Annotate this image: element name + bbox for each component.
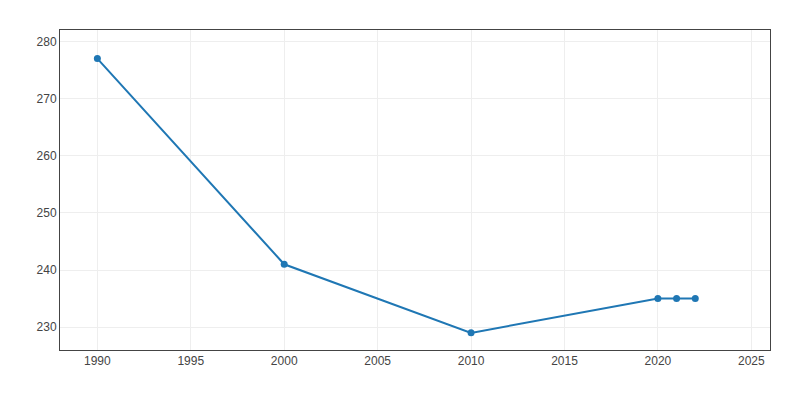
svg-text:240: 240 bbox=[37, 263, 57, 277]
svg-text:250: 250 bbox=[37, 206, 57, 220]
svg-text:2025: 2025 bbox=[738, 354, 765, 368]
svg-text:2010: 2010 bbox=[458, 354, 485, 368]
svg-text:280: 280 bbox=[37, 35, 57, 49]
svg-text:230: 230 bbox=[37, 320, 57, 334]
svg-text:2000: 2000 bbox=[271, 354, 298, 368]
svg-text:2015: 2015 bbox=[551, 354, 578, 368]
svg-text:2020: 2020 bbox=[645, 354, 672, 368]
svg-text:270: 270 bbox=[37, 92, 57, 106]
svg-text:2005: 2005 bbox=[364, 354, 391, 368]
svg-text:1995: 1995 bbox=[177, 354, 204, 368]
svg-text:260: 260 bbox=[37, 149, 57, 163]
svg-text:1990: 1990 bbox=[84, 354, 111, 368]
